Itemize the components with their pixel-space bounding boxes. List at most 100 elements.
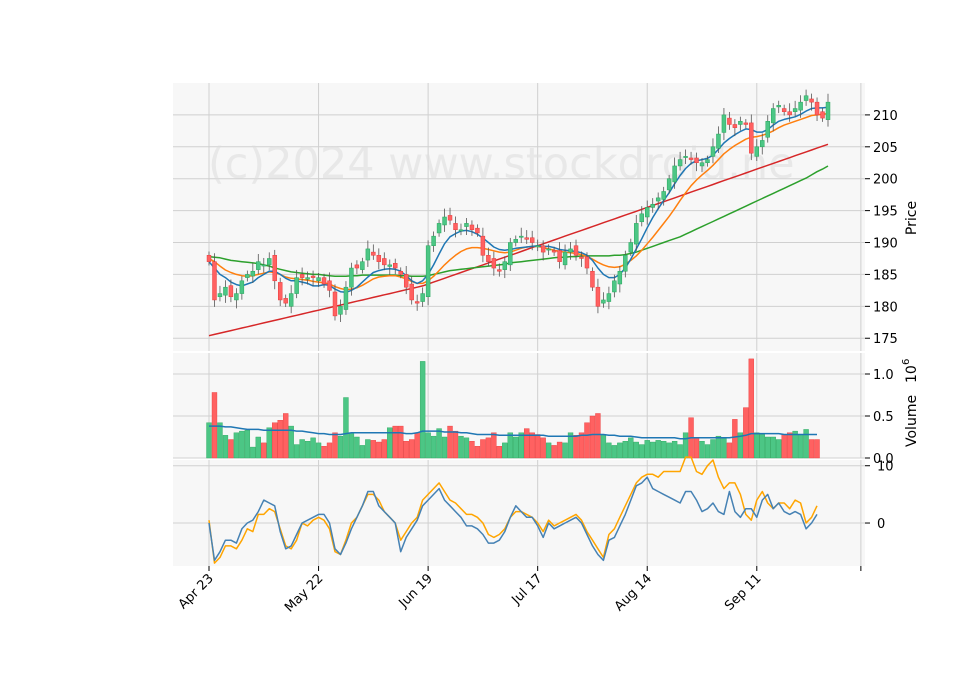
volume-bar — [381, 439, 387, 459]
candle-body — [513, 239, 518, 243]
volume-bar — [370, 440, 377, 459]
candlestick — [606, 286, 612, 310]
volume-tick-label: 1.0 — [873, 368, 894, 383]
candle-body — [595, 286, 601, 307]
candle-body — [776, 105, 781, 108]
volume-bar — [222, 435, 229, 459]
candlestick — [612, 274, 617, 298]
candle-body — [617, 270, 623, 285]
volume-bars — [206, 358, 820, 459]
candlestick — [343, 281, 349, 315]
candle-body — [765, 121, 770, 138]
volume-bar — [732, 419, 738, 459]
candle-body — [349, 267, 354, 288]
candlestick — [781, 104, 787, 116]
date-tick-label: Apr 23 — [176, 571, 217, 612]
volume-bar — [436, 428, 442, 459]
volume-bar — [469, 441, 475, 459]
candlestick — [524, 230, 529, 244]
ma-long-polyline — [208, 165, 829, 278]
price-tick-label: 175 — [873, 332, 898, 347]
price-tick-label: 180 — [873, 300, 898, 315]
candlestick — [546, 244, 551, 256]
candlestick — [825, 93, 831, 127]
candlestick — [349, 262, 354, 296]
volume-bar — [666, 442, 672, 459]
volume-bar — [540, 437, 546, 459]
candlestick — [809, 93, 814, 111]
candle-body — [814, 101, 820, 116]
candle-body — [475, 227, 480, 234]
candlestick — [754, 139, 760, 161]
candle-body — [453, 223, 458, 231]
price-tick-label: 210 — [873, 109, 898, 124]
candlestick — [529, 230, 535, 251]
candle-body — [546, 248, 551, 251]
volume-bar — [622, 441, 628, 459]
volume-bar — [337, 435, 344, 459]
volume-bar — [518, 432, 524, 459]
volume-bar — [233, 432, 240, 459]
candlestick — [677, 151, 683, 171]
candle-body — [299, 274, 305, 278]
candle-body — [825, 101, 831, 120]
candlestick — [409, 276, 414, 305]
candle-body — [508, 242, 513, 266]
price-axis-ticks: 175 180 185 190 195 200 205 210 — [865, 109, 898, 347]
candlestick — [798, 95, 803, 118]
volume-bar — [299, 439, 305, 459]
ma-200-polyline — [208, 143, 829, 337]
volume-bar — [650, 441, 656, 459]
candlestick — [393, 258, 398, 275]
candlestick — [453, 216, 458, 238]
volume-bar — [315, 442, 322, 459]
candlestick — [464, 218, 469, 235]
candlestick — [601, 292, 606, 308]
volume-bar — [584, 422, 590, 459]
price-panel: (c)2024 www.stockdroid.ne 175 180 185 190 19… — [173, 83, 920, 351]
volume-bar — [485, 437, 492, 459]
candlestick — [458, 223, 464, 236]
volume-bar — [792, 430, 798, 459]
candlestick — [234, 288, 239, 309]
volume-bar — [671, 441, 678, 459]
candlestick — [770, 103, 776, 132]
candle-body — [469, 224, 475, 231]
volume-bar — [660, 441, 667, 459]
candle-body — [677, 159, 683, 167]
candle-body — [447, 215, 453, 221]
candlestick — [436, 219, 442, 237]
volume-bar — [348, 432, 355, 459]
candlestick — [716, 126, 721, 153]
candlestick — [579, 251, 584, 267]
candle-body — [261, 264, 267, 267]
price-tick-label: 205 — [873, 141, 898, 156]
candlestick — [699, 158, 705, 173]
candle-body — [365, 248, 371, 261]
candle-body — [727, 117, 732, 125]
candlestick — [228, 279, 234, 303]
volume-bar — [343, 397, 349, 459]
date-tick-label: Sep 11 — [722, 571, 765, 614]
volume-bar — [545, 442, 552, 459]
volume-bar — [206, 422, 212, 459]
volume-bar — [354, 436, 360, 459]
volume-bar — [359, 445, 366, 459]
candlestick — [332, 284, 338, 321]
candlestick — [475, 224, 480, 237]
candle-body — [360, 261, 365, 270]
candle-body — [442, 216, 447, 226]
candle-body — [223, 286, 228, 296]
candlestick — [787, 103, 792, 122]
candlestick — [513, 235, 518, 247]
volume-bar — [480, 439, 486, 459]
candlestick — [749, 114, 754, 161]
volume-bar — [266, 427, 272, 459]
candlestick — [376, 248, 382, 270]
candle-body — [661, 191, 666, 200]
watermark: (c)2024 www.stockdroid.ne — [208, 139, 795, 189]
volume-bar — [595, 413, 601, 459]
price-panel-background — [173, 83, 865, 351]
candle-body — [524, 237, 529, 240]
volume-bar — [759, 434, 765, 459]
